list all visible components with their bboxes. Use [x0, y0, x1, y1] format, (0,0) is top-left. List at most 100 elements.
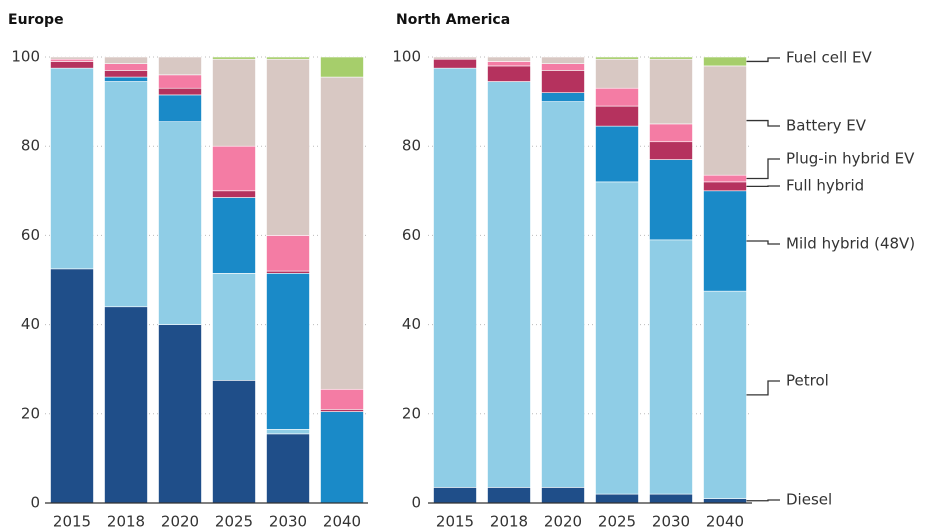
legend-label: Full hybrid — [786, 177, 864, 195]
bar-segment — [212, 56, 256, 60]
bar-segment — [50, 58, 94, 62]
bar-segment — [212, 190, 256, 198]
bar-segment — [433, 487, 477, 504]
legend-leader — [746, 380, 780, 396]
legend-label: Petrol — [786, 372, 829, 390]
legend-label: Plug-in hybrid EV — [786, 150, 915, 168]
y-tick-label: 80 — [402, 137, 421, 155]
bar-segment — [703, 65, 747, 176]
x-tick-label: 2040 — [706, 513, 744, 530]
bar-segment — [104, 81, 148, 308]
chart-title: Europe — [8, 12, 64, 28]
bar-segment — [320, 409, 364, 412]
y-tick-label: 40 — [21, 315, 40, 333]
y-tick-label: 80 — [21, 137, 40, 155]
y-tick-label: 60 — [402, 226, 421, 244]
x-tick-label: 2025 — [215, 513, 253, 530]
bar-segment — [595, 125, 639, 183]
bar-segment — [487, 61, 531, 67]
legend-leader — [746, 119, 780, 127]
x-tick-label: 2015 — [53, 513, 91, 530]
bar-segment — [433, 67, 477, 488]
bar-segment — [649, 493, 693, 504]
bar-segment — [541, 56, 585, 64]
bar-segment — [649, 58, 693, 125]
y-tick-label: 20 — [21, 404, 40, 422]
bar-segment — [433, 58, 477, 69]
bar-segment — [266, 429, 310, 435]
y-tick-label: 0 — [30, 494, 40, 512]
bar-segment — [104, 63, 148, 71]
bar-segment — [649, 239, 693, 495]
bar-segment — [266, 235, 310, 272]
bar-segment — [158, 87, 202, 96]
x-tick-label: 2018 — [107, 513, 145, 530]
x-tick-label: 2030 — [269, 513, 307, 530]
y-tick-label: 100 — [392, 48, 421, 66]
bar-segment — [320, 388, 364, 410]
bar-segment — [158, 74, 202, 89]
bar-segment — [703, 56, 747, 67]
bar-segment — [595, 58, 639, 89]
legend-label: Mild hybrid (48V) — [786, 235, 915, 253]
bar-segment — [50, 268, 94, 504]
y-tick-label: 60 — [21, 226, 40, 244]
bar-segment — [595, 56, 639, 60]
bar-segment — [541, 487, 585, 504]
bar-segment — [541, 63, 585, 71]
y-tick-label: 0 — [411, 494, 421, 512]
bar-segment — [487, 56, 531, 62]
bar-segment — [50, 61, 94, 69]
x-tick-label: 2030 — [652, 513, 690, 530]
chart-title: North America — [396, 12, 510, 28]
bar-segment — [104, 70, 148, 78]
bar-segment — [649, 141, 693, 160]
y-tick-label: 100 — [11, 48, 40, 66]
legend-leader — [746, 57, 780, 63]
bar-segment — [212, 197, 256, 274]
bar-segment — [320, 56, 364, 78]
x-tick-label: 2040 — [323, 513, 361, 530]
bar-segment — [158, 56, 202, 76]
bar-segment — [212, 273, 256, 381]
legend-label: Fuel cell EV — [786, 49, 873, 67]
bar-segment — [104, 76, 148, 82]
legend-label: Diesel — [786, 491, 832, 509]
bar-segment — [266, 273, 310, 430]
x-tick-label: 2018 — [490, 513, 528, 530]
bar-segment — [158, 324, 202, 504]
bar-segment — [487, 81, 531, 488]
bar-segment — [703, 190, 747, 292]
bar-segment — [703, 174, 747, 183]
bar-segment — [541, 70, 585, 93]
bar-segment — [158, 121, 202, 325]
x-tick-label: 2020 — [544, 513, 582, 530]
bar-segment — [212, 58, 256, 147]
bar-segment — [104, 56, 148, 64]
y-tick-label: 40 — [402, 315, 421, 333]
bar-segment — [212, 380, 256, 504]
bar-segment — [595, 87, 639, 107]
x-tick-label: 2020 — [161, 513, 199, 530]
bar-segment — [703, 498, 747, 504]
y-tick-label: 20 — [402, 404, 421, 422]
legend-label: Battery EV — [786, 117, 867, 135]
bar-segment — [50, 67, 94, 270]
bar-segment — [595, 181, 639, 495]
x-tick-label: 2015 — [436, 513, 474, 530]
bar-segment — [595, 105, 639, 127]
bar-segment — [320, 411, 364, 504]
bar-segment — [649, 56, 693, 60]
bar-segment — [703, 181, 747, 192]
bar-segment — [541, 101, 585, 488]
bar-segment — [266, 433, 310, 504]
bar-segment — [703, 290, 747, 499]
bar-segment — [595, 493, 639, 504]
bar-segment — [433, 56, 477, 60]
bar-segment — [487, 65, 531, 82]
x-tick-label: 2025 — [598, 513, 636, 530]
legend-leader — [746, 240, 780, 245]
bar-segment — [649, 123, 693, 143]
bar-segment — [266, 58, 310, 236]
